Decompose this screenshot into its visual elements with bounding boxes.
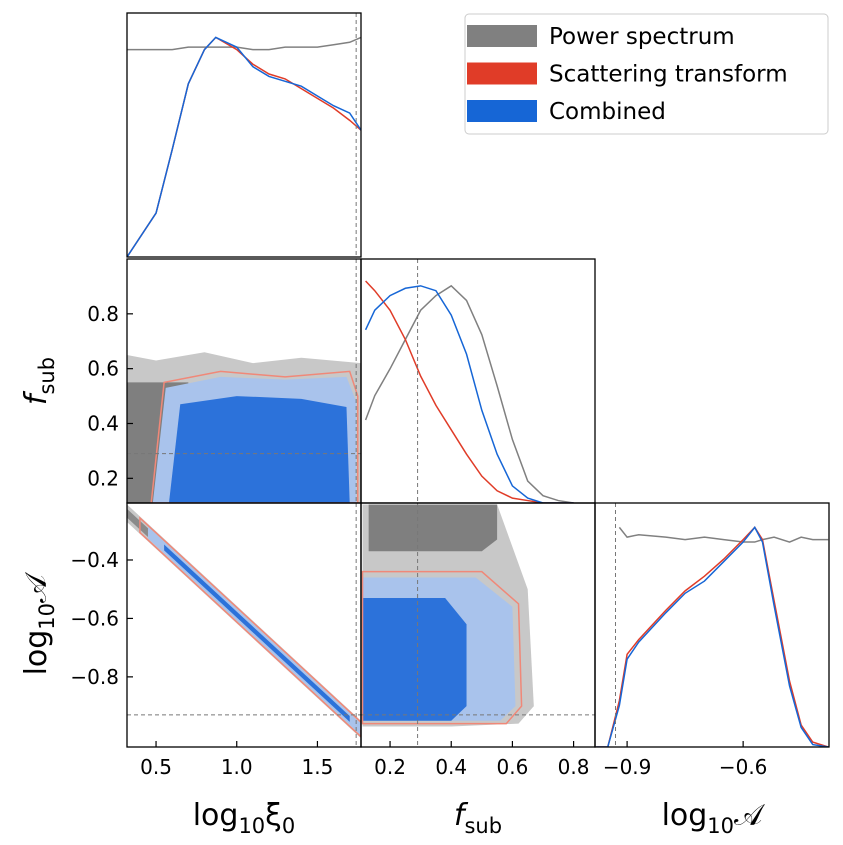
density-line bbox=[618, 526, 829, 543]
y-tick-label: 0.2 bbox=[87, 466, 119, 490]
label-part: 0 bbox=[282, 814, 295, 838]
y-axis-label: fsub bbox=[19, 357, 59, 405]
x-tick-label: −0.9 bbox=[603, 755, 652, 779]
y-tick-label: −0.4 bbox=[70, 548, 119, 572]
x-tick-label: 1.0 bbox=[221, 755, 253, 779]
label-part: 10 bbox=[35, 603, 59, 630]
density-line bbox=[364, 284, 574, 503]
panel-frame bbox=[594, 502, 830, 748]
x-tick-label: 0.5 bbox=[140, 755, 172, 779]
contour bbox=[164, 544, 350, 722]
panel-1d bbox=[596, 526, 829, 747]
panel-2d bbox=[361, 504, 534, 727]
contour bbox=[362, 597, 467, 721]
y-tick-label: −0.8 bbox=[70, 665, 119, 689]
x-tick-label: 0.8 bbox=[558, 755, 590, 779]
contour bbox=[168, 396, 350, 503]
label-part: 𝒜 bbox=[734, 798, 766, 833]
density-line bbox=[596, 526, 829, 747]
legend-swatch bbox=[467, 25, 537, 47]
panel-1d bbox=[364, 280, 574, 503]
panel-frame bbox=[360, 258, 596, 504]
legend-swatch bbox=[467, 62, 537, 85]
panel-2d bbox=[127, 504, 361, 739]
x-tick-label: 0.4 bbox=[435, 755, 467, 779]
legend-label: Power spectrum bbox=[549, 24, 735, 50]
panel-2d bbox=[127, 352, 361, 503]
x-axis-label: log10ξ0 bbox=[193, 798, 296, 838]
legend-label: Combined bbox=[549, 99, 666, 125]
density-line bbox=[127, 36, 361, 257]
label-part: ξ bbox=[265, 798, 282, 833]
label-part: 10 bbox=[707, 814, 734, 838]
x-tick-label: −0.6 bbox=[719, 755, 768, 779]
contour bbox=[361, 570, 523, 725]
density-line bbox=[364, 285, 574, 503]
y-tick-label: 0.6 bbox=[87, 357, 119, 381]
density-line bbox=[596, 526, 829, 747]
y-tick-label: −0.6 bbox=[70, 606, 119, 630]
y-tick-label: 0.8 bbox=[87, 302, 119, 326]
density-line bbox=[127, 36, 361, 257]
x-axis-label: fsub bbox=[454, 798, 502, 838]
label-part: 𝒜 bbox=[19, 571, 54, 603]
label-part: 10 bbox=[238, 814, 265, 838]
label-part: log bbox=[193, 798, 239, 833]
density-line bbox=[127, 36, 361, 51]
y-tick-label: 0.4 bbox=[87, 411, 119, 435]
panel-frame bbox=[126, 12, 362, 258]
panel-1d bbox=[127, 36, 361, 257]
y-axis-label: log10𝒜 bbox=[19, 571, 59, 675]
label-part: sub bbox=[35, 357, 59, 395]
label-part: log bbox=[662, 798, 708, 833]
contour bbox=[368, 504, 498, 552]
contour bbox=[150, 370, 359, 503]
legend-swatch bbox=[467, 100, 537, 122]
legend-label: Scattering transform bbox=[549, 62, 788, 88]
x-axis-label: log10𝒜 bbox=[662, 798, 766, 838]
x-tick-label: 1.5 bbox=[302, 755, 334, 779]
label-part: sub bbox=[464, 814, 502, 838]
x-tick-label: 0.2 bbox=[374, 755, 406, 779]
legend-box bbox=[464, 13, 829, 135]
density-line bbox=[365, 280, 574, 503]
label-part: log bbox=[19, 630, 54, 676]
contour bbox=[139, 516, 361, 738]
x-tick-label: 0.6 bbox=[497, 755, 529, 779]
